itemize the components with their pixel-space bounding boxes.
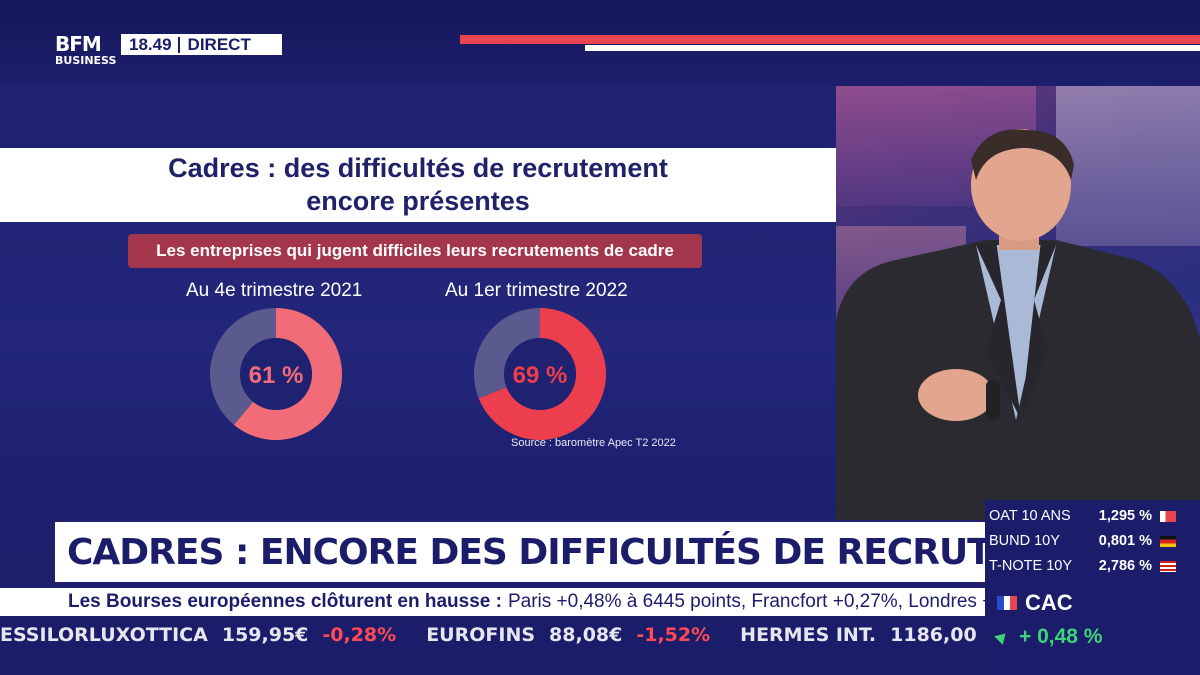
accent-bar-white	[585, 45, 1200, 51]
donut-slice-value	[478, 308, 606, 440]
donut-slice-rest	[474, 308, 540, 399]
market-row: BUND 10Y 0,801 %	[989, 529, 1196, 553]
stock-name: HERMES INT.	[740, 624, 877, 646]
flag-de-icon	[1160, 535, 1176, 547]
index-name: CAC	[1025, 590, 1073, 615]
news-ticker: Les Bourses européennes clôturent en hau…	[0, 588, 985, 616]
stock-name: EUROFINS	[426, 624, 536, 646]
presenter	[836, 129, 1200, 520]
stock-value: 159,95€	[221, 624, 309, 646]
donut-slice-rest	[210, 308, 276, 425]
donut-title-2: Au 1er trimestre 2022	[445, 280, 628, 301]
donut-chart-2022: 69 %	[474, 308, 606, 440]
headline-banner: CADRES : ENCORE DES DIFFICULTÉS DE RECRU…	[55, 522, 985, 582]
donut-chart-2021: 61 %	[210, 308, 342, 440]
donut-label: 61 %	[249, 362, 304, 389]
market-panel: OAT 10 ANS 1,295 % BUND 10Y 0,801 % T-NO…	[985, 500, 1200, 675]
index-change-value: + 0,48 %	[1019, 625, 1103, 648]
stock-name: ESSILORLUXOTTICA	[0, 624, 208, 646]
donut-hole	[504, 338, 576, 410]
stock-change: -0,28%	[322, 624, 397, 646]
ticker-lead: Les Bourses européennes clôturent en hau…	[68, 591, 502, 612]
flag-fr-icon	[997, 596, 1018, 610]
infographic: Cadres : des difficultés de recrutement …	[0, 86, 836, 516]
donut-hole	[240, 338, 312, 410]
live-indicator: 18.49 DIRECT	[121, 34, 282, 55]
arrow-up-icon	[994, 629, 1010, 645]
donut-label: 69 %	[513, 362, 568, 389]
divider	[177, 36, 180, 53]
index-cac: CAC	[985, 588, 1200, 618]
stock-value: 1186,00	[890, 624, 977, 646]
market-row: OAT 10 ANS 1,295 %	[989, 504, 1196, 528]
flag-fr-icon	[1160, 510, 1176, 522]
title-line-1: Cadres : des difficultés de recrutement	[168, 153, 668, 183]
market-value: 2,786 %	[1098, 558, 1152, 574]
infographic-subtitle: Les entreprises qui jugent difficiles le…	[128, 234, 702, 268]
market-row: T-NOTE 10Y 2,786 %	[989, 554, 1196, 578]
market-name: OAT 10 ANS	[989, 508, 1071, 524]
accent-bar	[460, 35, 1200, 44]
clock: 18.49	[129, 34, 172, 54]
source-note: Source : baromètre Apec T2 2022	[511, 437, 676, 449]
market-value: 0,801 %	[1098, 533, 1152, 549]
donut-title-1: Au 4e trimestre 2021	[186, 280, 363, 301]
stock-value: 88,08€	[549, 624, 623, 646]
flag-us-icon	[1160, 560, 1176, 572]
donut-slice-value	[233, 308, 342, 440]
market-name: BUND 10Y	[989, 533, 1060, 549]
infographic-title: Cadres : des difficultés de recrutement …	[0, 148, 836, 222]
index-change: + 0,48 %	[985, 622, 1200, 652]
stock-ticker: ESSILORLUXOTTICA 159,95€ -0,28% EUROFINS…	[0, 620, 985, 650]
market-value: 1,295 %	[1098, 508, 1152, 524]
stock-change: -1,52%	[636, 624, 711, 646]
ticker-text: Paris +0,48% à 6445 points, Francfort +0…	[507, 591, 985, 612]
live-label: DIRECT	[187, 34, 251, 54]
market-name: T-NOTE 10Y	[989, 558, 1072, 574]
channel-logo: BFM BUSINESS	[55, 34, 118, 74]
logo-text: BFM	[55, 32, 102, 56]
logo-subtext: BUSINESS	[55, 54, 117, 67]
title-line-2: encore présentes	[306, 186, 530, 216]
